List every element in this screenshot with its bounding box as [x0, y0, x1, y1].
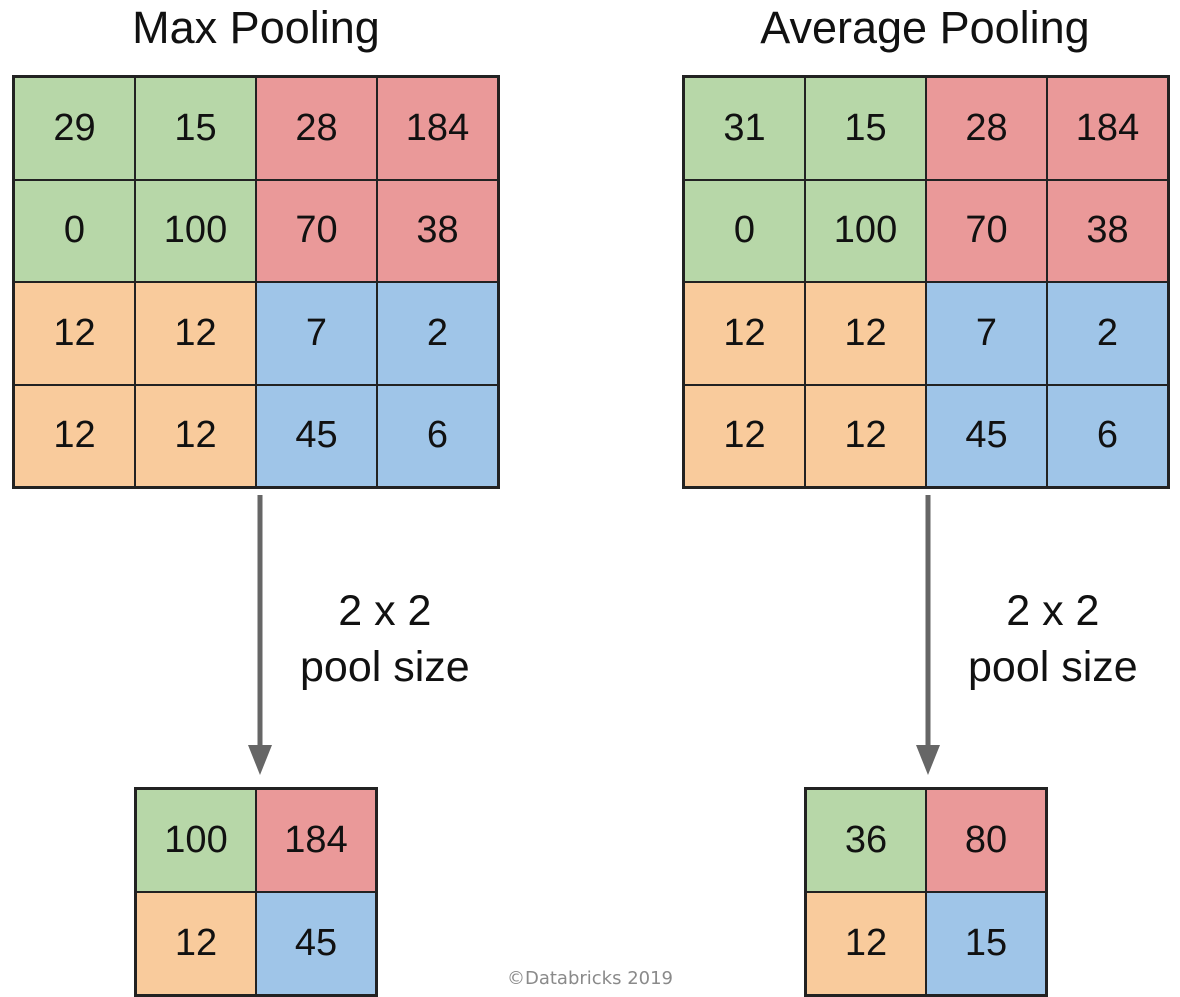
average-pooling-output-grid: 36 80 12 15: [804, 787, 1048, 997]
grid-cell: 45: [256, 384, 377, 487]
grid-cell: 12: [684, 282, 805, 385]
average-pooling-pool-size-label: 2 x 2 pool size: [968, 583, 1138, 695]
grid-cell: 38: [377, 179, 498, 282]
grid-cell: 45: [926, 384, 1047, 487]
grid-cell: 31: [684, 77, 805, 180]
grid-cell: 184: [1047, 77, 1168, 180]
grid-cell: 36: [806, 789, 926, 892]
copyright-footer: ©Databricks 2019: [506, 968, 674, 989]
grid-cell: 38: [1047, 179, 1168, 282]
grid-cell: 12: [805, 384, 926, 487]
average-pooling-down-arrow: [916, 495, 940, 775]
grid-cell: 28: [256, 77, 377, 180]
grid-cell: 70: [926, 179, 1047, 282]
grid-cell: 184: [377, 77, 498, 180]
max-pooling-output-grid: 100 184 12 45: [134, 787, 378, 997]
average-pooling-input-grid: 31 15 28 184 0 100 70 38 12 12 7 2 12 12 45 6: [682, 75, 1170, 489]
grid-cell: 15: [135, 77, 256, 180]
grid-cell: 100: [135, 179, 256, 282]
grid-cell: 80: [926, 789, 1046, 892]
grid-cell: 12: [135, 384, 256, 487]
grid-cell: 70: [256, 179, 377, 282]
grid-cell: 15: [926, 892, 1046, 995]
grid-cell: 100: [136, 789, 256, 892]
average-pooling-pool-size-dims: 2 x 2: [1006, 587, 1100, 635]
grid-cell: 12: [14, 282, 135, 385]
grid-cell: 100: [805, 179, 926, 282]
max-pooling-title: Max Pooling: [132, 2, 380, 53]
max-pooling-input-grid: 29 15 28 184 0 100 70 38 12 12 7 2 12 12 45 6: [12, 75, 500, 489]
max-pooling-pool-size-label: 2 x 2 pool size: [300, 583, 470, 695]
max-pooling-pool-size-dims: 2 x 2: [338, 587, 432, 635]
max-pooling-pool-size-text: pool size: [300, 643, 470, 691]
grid-cell: 7: [926, 282, 1047, 385]
grid-cell: 15: [805, 77, 926, 180]
grid-cell: 45: [256, 892, 376, 995]
grid-cell: 12: [805, 282, 926, 385]
grid-cell: 12: [684, 384, 805, 487]
grid-cell: 2: [1047, 282, 1168, 385]
grid-cell: 0: [684, 179, 805, 282]
average-pooling-pool-size-text: pool size: [968, 643, 1138, 691]
grid-cell: 29: [14, 77, 135, 180]
grid-cell: 2: [377, 282, 498, 385]
grid-cell: 12: [136, 892, 256, 995]
grid-cell: 12: [135, 282, 256, 385]
grid-cell: 184: [256, 789, 376, 892]
grid-cell: 12: [14, 384, 135, 487]
grid-cell: 0: [14, 179, 135, 282]
average-pooling-title: Average Pooling: [760, 2, 1090, 53]
grid-cell: 6: [377, 384, 498, 487]
grid-cell: 28: [926, 77, 1047, 180]
grid-cell: 6: [1047, 384, 1168, 487]
max-pooling-down-arrow: [248, 495, 272, 775]
grid-cell: 7: [256, 282, 377, 385]
grid-cell: 12: [806, 892, 926, 995]
